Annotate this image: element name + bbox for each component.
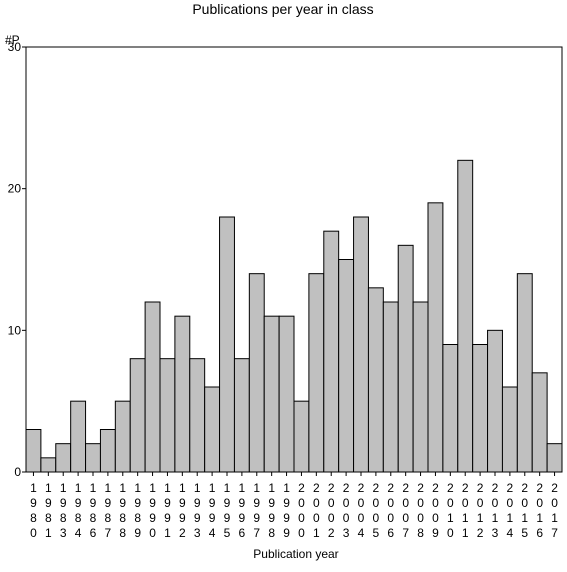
bar-1986 [85, 443, 101, 473]
chart-title: Publications per year in class [192, 1, 373, 17]
bar-2012 [472, 344, 489, 473]
bar-2007 [397, 244, 414, 473]
bar-1989 [129, 358, 146, 473]
bar-2010 [442, 344, 459, 473]
y-tick-label: 10 [8, 323, 22, 337]
bar-2004 [353, 216, 369, 473]
bar-2014 [501, 386, 518, 473]
bar-1981 [40, 457, 57, 473]
bar-2008 [412, 301, 429, 473]
bar-2003 [338, 259, 355, 473]
plot-frame [25, 46, 563, 473]
bar-2013 [487, 329, 503, 473]
bar-2001 [308, 273, 325, 473]
y-tick-label: 20 [8, 182, 22, 196]
bar-1991 [159, 358, 176, 473]
bar-1993 [189, 358, 206, 473]
bar-2016 [531, 372, 548, 473]
bar-1996 [233, 358, 250, 473]
bar-1988 [114, 400, 131, 473]
bar-1992 [174, 315, 191, 473]
y-axis-label: #P [5, 33, 20, 47]
bar-2011 [457, 159, 474, 473]
y-tick-label: 0 [14, 465, 21, 479]
bar-2005 [367, 287, 384, 473]
x-axis-label: Publication year [253, 547, 338, 561]
bar-1980 [25, 429, 42, 473]
bar-1999 [278, 315, 295, 473]
bar-1984 [70, 400, 87, 473]
y-axis: 0 10 20 30 [8, 40, 26, 479]
bar-2000 [293, 400, 310, 473]
bar-2017 [546, 443, 563, 473]
bar-1998 [263, 315, 280, 473]
bar-1987 [99, 429, 116, 473]
bar-2002 [323, 230, 340, 473]
y-tick-label: 30 [8, 40, 22, 54]
bar-1983 [55, 443, 72, 473]
bar-1990 [144, 301, 161, 473]
bars-group [25, 159, 563, 473]
bar-1994 [204, 386, 221, 473]
bar-2015 [516, 273, 533, 473]
x-axis: 1 9 8 0 1 9 8 1 1 9 8 3 1 9 8 4 1 9 8 6 1 9 8 7 1 9 8 8 1 9 8 9 1 9 9 0 1 9 9 1… [30, 472, 558, 540]
bar-2009 [427, 202, 444, 473]
bar-2006 [382, 301, 399, 473]
bar-1995 [219, 216, 235, 473]
bar-1997 [248, 273, 265, 473]
